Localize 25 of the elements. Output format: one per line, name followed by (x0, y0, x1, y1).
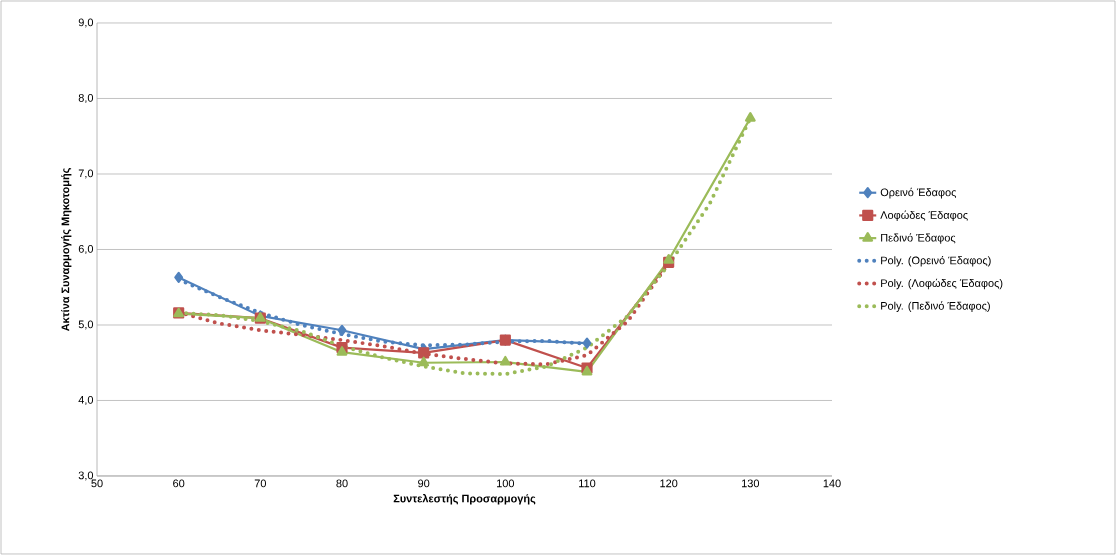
legend-label: Ορεινό Έδαφος (880, 187, 957, 199)
x-tick-label: 110 (579, 479, 596, 488)
x-axis-title: Συντελεστής Προσαρμογής (393, 494, 536, 505)
x-tick-label: 90 (418, 479, 430, 488)
y-tick-label: 4,0 (78, 395, 94, 406)
y-tick-label: 3,0 (78, 471, 94, 481)
y-tick-label: 6,0 (78, 244, 94, 255)
y-tick-label: 8,0 (78, 93, 94, 104)
legend-label: Λοφώδες Έδαφος (880, 210, 968, 222)
x-tick-label: 70 (254, 479, 266, 488)
y-axis-title: Ακτίνα Συναρμογής Μηκοτομής (61, 168, 72, 332)
x-tick-label: 130 (742, 479, 760, 488)
x-tick-label: 60 (173, 479, 185, 488)
y-tick-label: 7,0 (78, 169, 94, 179)
legend-label: Poly. (Ορεινό Έδαφος) (881, 255, 991, 267)
x-tick-label: 120 (660, 479, 678, 488)
legend-label: Πεδινό Έδαφος (881, 233, 956, 244)
legend-label: Poly. (Λοφώδες Έδαφος) (881, 278, 1003, 290)
legend-label: Poly. (Πεδινό Έδαφος) (881, 301, 990, 312)
y-tick-label: 5,0 (78, 320, 94, 330)
x-tick-label: 140 (823, 479, 841, 488)
x-tick-label: 80 (336, 479, 348, 488)
x-tick-label: 100 (497, 479, 515, 488)
y-tick-label: 9,0 (78, 18, 94, 28)
x-tick-label: 50 (91, 479, 103, 488)
